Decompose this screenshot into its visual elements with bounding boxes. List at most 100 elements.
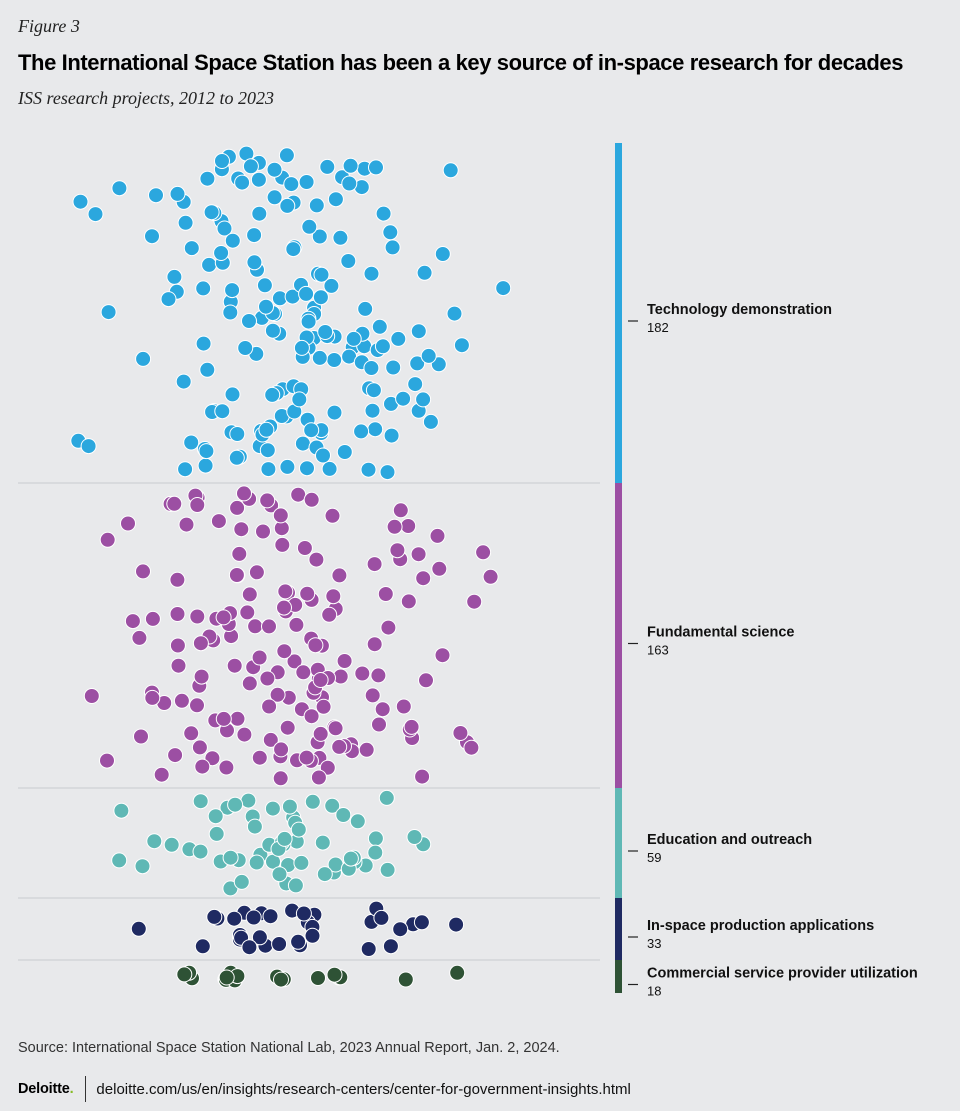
project-dot <box>183 434 200 451</box>
project-dot <box>341 175 358 192</box>
project-dot <box>366 556 383 573</box>
project-dot <box>298 174 315 190</box>
project-dot <box>261 618 277 635</box>
project-dot <box>336 653 353 669</box>
project-dot <box>326 352 343 368</box>
project-dot <box>448 916 465 933</box>
project-dot <box>303 422 320 439</box>
project-dot <box>134 858 151 875</box>
project-dot <box>273 741 290 758</box>
project-dot <box>310 769 327 786</box>
project-dot <box>314 834 331 851</box>
project-dot <box>183 725 200 742</box>
legend-label-commercial-service-provider-utilization: Commercial service provider utilization <box>647 966 918 982</box>
project-dot <box>251 749 268 766</box>
project-dot <box>258 298 274 315</box>
project-dot <box>303 708 320 725</box>
project-dot <box>383 427 400 444</box>
project-dot <box>189 697 205 714</box>
project-dot <box>199 361 216 378</box>
brand-dot: . <box>69 1081 74 1097</box>
project-dot <box>340 253 357 269</box>
dots-in-space-production-applications <box>130 900 465 957</box>
project-dot <box>255 523 271 540</box>
project-dot <box>224 232 241 249</box>
project-dot <box>276 599 292 616</box>
project-dot <box>482 568 499 585</box>
project-dot <box>259 492 276 509</box>
project-dot <box>410 323 427 340</box>
project-dot <box>276 830 293 847</box>
project-dot <box>273 971 289 988</box>
project-dot <box>189 608 206 625</box>
project-dot <box>326 966 343 983</box>
project-dot <box>371 716 387 733</box>
project-dot <box>392 921 409 938</box>
project-dot <box>416 264 433 281</box>
legend-label-fundamental-science: Fundamental science <box>647 625 794 641</box>
brand-name: Deloitte <box>18 1081 70 1097</box>
project-dot <box>264 800 281 817</box>
category-bar-fundamental-science <box>615 483 622 788</box>
project-dot <box>290 933 307 950</box>
project-dot <box>295 664 312 681</box>
project-dot <box>229 499 246 516</box>
project-dot <box>214 403 231 420</box>
project-dot <box>194 758 211 775</box>
project-dot <box>385 359 402 376</box>
project-dot <box>449 964 466 981</box>
project-dot <box>262 908 279 925</box>
project-dot <box>310 970 326 986</box>
legend-count-commercial-service-provider-utilization: 18 <box>647 984 661 999</box>
project-dot <box>189 497 206 513</box>
project-dot <box>379 861 396 878</box>
project-dot <box>290 486 307 503</box>
chart-subtitle: ISS research projects, 2012 to 2023 <box>18 88 274 108</box>
project-dot <box>407 376 424 393</box>
project-dot <box>413 914 430 931</box>
project-dot <box>131 629 148 646</box>
project-dot <box>233 873 250 890</box>
project-dot <box>475 544 492 561</box>
project-dot <box>283 176 300 193</box>
project-dot <box>325 588 342 605</box>
project-dot <box>207 808 224 825</box>
project-dot <box>326 404 343 421</box>
project-dot <box>422 413 439 430</box>
project-dot <box>183 240 200 257</box>
project-dot <box>287 877 304 894</box>
project-dot <box>415 391 432 408</box>
project-dot <box>251 649 268 666</box>
project-dot <box>247 618 264 635</box>
project-dot <box>160 291 177 308</box>
project-dot <box>291 391 308 408</box>
project-dot <box>397 971 414 988</box>
project-dot <box>288 616 305 633</box>
dots-commercial-service-provider-utilization <box>176 964 466 989</box>
project-dot <box>213 245 230 261</box>
project-dot <box>87 206 104 223</box>
project-dot <box>197 457 214 474</box>
source-note: Source: International Space Station Nati… <box>18 1040 560 1056</box>
project-dot <box>308 551 325 568</box>
project-dot <box>360 461 377 478</box>
project-dot <box>336 444 353 460</box>
project-dot <box>321 606 338 623</box>
project-dot <box>111 852 128 869</box>
project-dot <box>228 567 245 583</box>
project-dot <box>83 688 100 704</box>
project-dot <box>386 518 403 535</box>
project-dot <box>327 720 344 737</box>
project-dot <box>373 909 390 926</box>
project-dot <box>406 829 423 845</box>
project-dot <box>241 939 258 956</box>
project-dot <box>170 657 187 674</box>
project-dot <box>371 318 388 335</box>
project-dot <box>148 187 164 204</box>
project-dot <box>495 280 512 297</box>
project-dot <box>400 518 417 534</box>
project-dot <box>420 347 437 364</box>
project-dot <box>298 749 315 766</box>
project-dot <box>251 929 268 946</box>
project-dot <box>226 910 243 927</box>
